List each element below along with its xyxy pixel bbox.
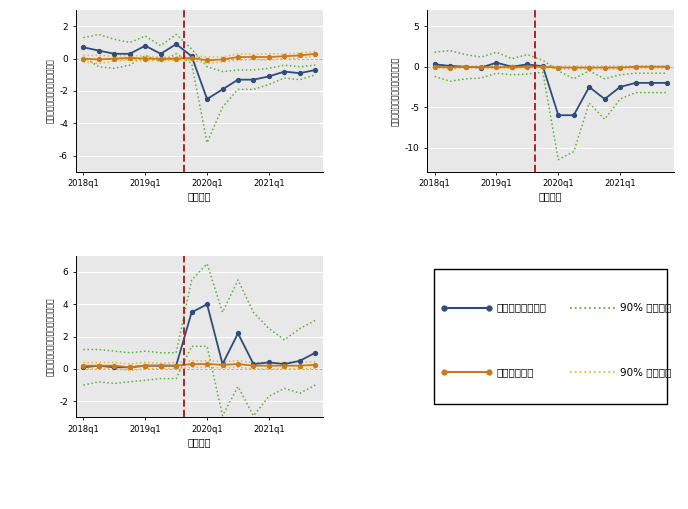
X-axis label: 年四半期: 年四半期	[188, 191, 211, 201]
Y-axis label: 韓国への輸出額に関する推定値: 韓国への輸出額に関する推定値	[46, 59, 55, 123]
Text: フッ化水素推定値: フッ化水素推定値	[496, 302, 546, 313]
Text: その他推定値: その他推定値	[496, 367, 534, 377]
Y-axis label: 韓国への輸出数量に関する推定値: 韓国への輸出数量に関する推定値	[391, 56, 400, 126]
Y-axis label: 韓国への輸出単位価格に関する推定値: 韓国への輸出単位価格に関する推定値	[46, 297, 55, 376]
X-axis label: 年四半期: 年四半期	[188, 437, 211, 447]
Text: 90% 信頼区間: 90% 信頼区間	[620, 367, 671, 377]
FancyBboxPatch shape	[434, 269, 667, 405]
X-axis label: 年四半期: 年四半期	[539, 191, 562, 201]
Text: 90% 信頼区間: 90% 信頼区間	[620, 302, 671, 313]
